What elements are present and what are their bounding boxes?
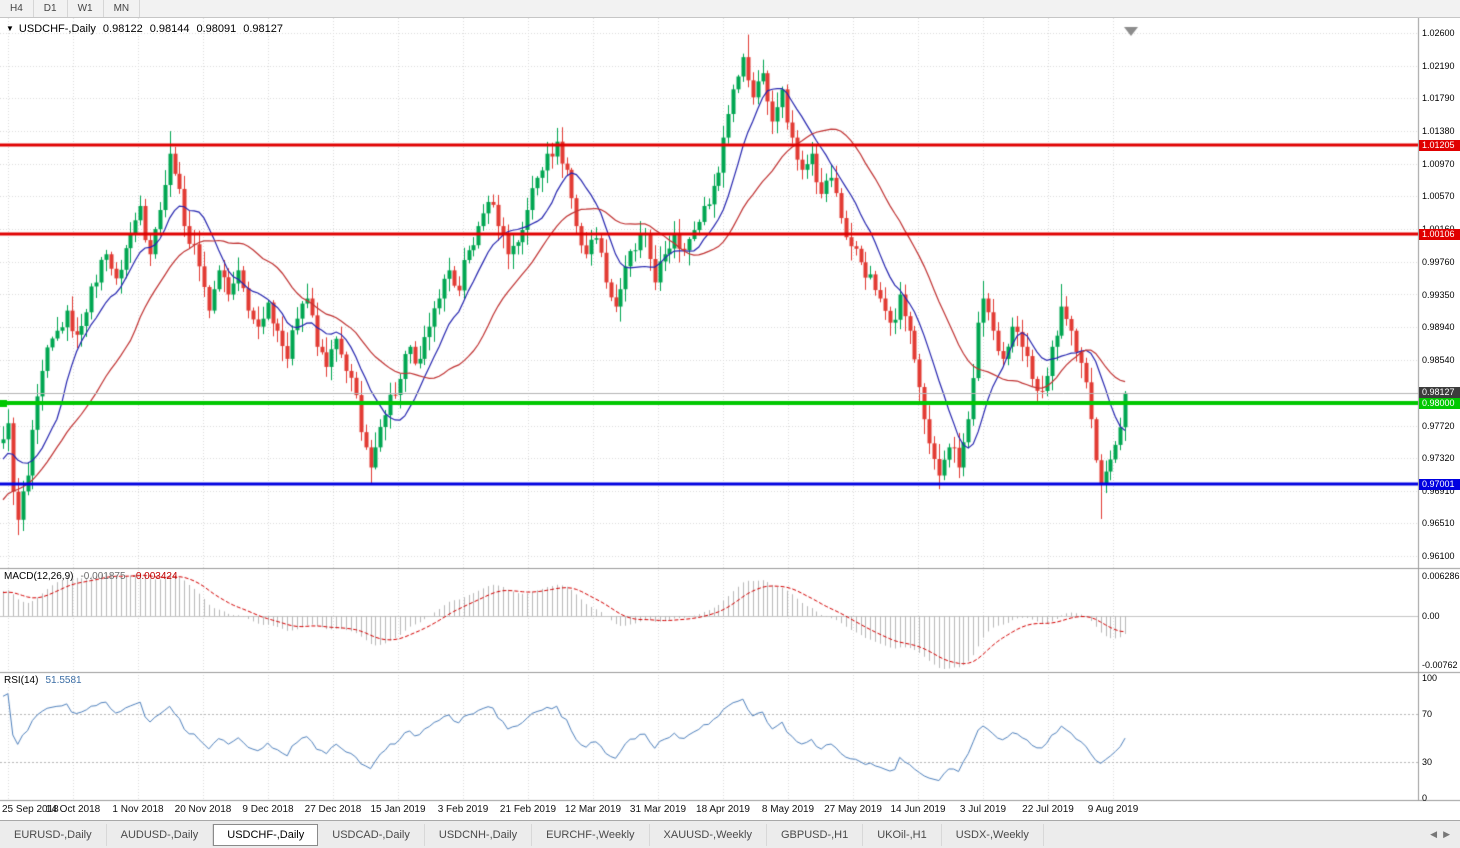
- tab-eurchf-weekly[interactable]: EURCHF-,Weekly: [532, 823, 650, 846]
- tab-usdcad-daily[interactable]: USDCAD-,Daily: [318, 823, 425, 846]
- price-axis-label: 1.01380: [1422, 126, 1455, 137]
- ohlc-close: 0.98127: [243, 23, 283, 35]
- chart-title: ▼ USDCHF-,Daily 0.98122 0.98144 0.98091 0.981…: [6, 23, 283, 35]
- date-axis-label: 14 Jun 2019: [890, 804, 946, 815]
- macd-label: MACD(12,26,9): [4, 571, 74, 582]
- price-axis-label: 0.97320: [1422, 452, 1455, 463]
- macd-axis-label: -0.00762: [1422, 659, 1458, 670]
- date-axis-label: 3 Jul 2019: [959, 804, 1007, 815]
- date-axis-label: 22 Jul 2019: [1022, 804, 1074, 815]
- macd-axis-label: 0.006286: [1422, 570, 1460, 581]
- date-axis-label: 25 Sep 2018: [2, 804, 59, 815]
- chart-canvas[interactable]: [0, 18, 1460, 820]
- timeframe-button-w1[interactable]: W1: [68, 0, 104, 17]
- timeframe-button-h4[interactable]: H4: [0, 0, 34, 17]
- tab-ukoil-h1[interactable]: UKOil-,H1: [863, 823, 942, 846]
- rsi-axis-label: 30: [1422, 757, 1433, 767]
- date-axis-label: 12 Mar 2019: [564, 804, 622, 815]
- price-axis-label: 1.02600: [1422, 28, 1455, 38]
- price-axis-label: 0.98540: [1422, 354, 1455, 365]
- price-axis-label: 1.02190: [1422, 60, 1455, 71]
- date-axis-label: 27 May 2019: [824, 804, 882, 815]
- timeframe-buttons: H4 D1 W1 MN: [0, 0, 141, 17]
- macd-panel-title: MACD(12,26,9) -0.001875 -0.003424: [4, 571, 178, 582]
- tab-scroll-right-button[interactable]: ▶: [1443, 829, 1450, 839]
- tab-audusd-daily[interactable]: AUDUSD-,Daily: [107, 823, 214, 846]
- tab-scroll-left-button[interactable]: ◀: [1430, 829, 1438, 839]
- rsi-axis-label: 100: [1422, 673, 1438, 683]
- tab-gbpusd-h1[interactable]: GBPUSD-,H1: [767, 823, 864, 846]
- date-axis-label: 20 Nov 2018: [174, 804, 232, 815]
- ohlc-low: 0.98091: [196, 23, 237, 35]
- price-tag: 0.97001: [1419, 478, 1460, 490]
- chart-symbol-period: USDCHF-,Daily: [18, 23, 96, 35]
- price-axis-label: 0.96510: [1422, 518, 1455, 528]
- tab-usdcnh-daily[interactable]: USDCNH-,Daily: [425, 823, 533, 846]
- rsi-label: RSI(14): [4, 675, 39, 686]
- tab-eurusd-daily[interactable]: EURUSD-,Daily: [0, 823, 107, 846]
- chart-tab-bar: EURUSD-,Daily AUDUSD-,Daily USDCHF-,Daily U…: [0, 820, 1460, 848]
- price-axis-label: 0.99350: [1422, 289, 1455, 300]
- macd-axis-label: 0.00: [1422, 611, 1440, 621]
- price-tag: 0.98000: [1419, 398, 1460, 410]
- date-axis-label: 18 Apr 2019: [696, 804, 750, 815]
- rsi-axis-label: 0: [1422, 793, 1428, 803]
- price-axis-label: 0.98940: [1422, 322, 1455, 333]
- date-axis-label: 9 Aug 2019: [1087, 804, 1139, 815]
- date-axis-label: 27 Dec 2018: [304, 804, 362, 815]
- date-axis-label: 14 Oct 2018: [45, 804, 101, 815]
- price-tag: 1.01205: [1419, 140, 1460, 152]
- date-axis-label: 3 Feb 2019: [437, 804, 489, 815]
- tab-scroll-buttons: ◀ ▶: [1420, 829, 1460, 840]
- price-axis-label: 1.00970: [1422, 159, 1455, 170]
- tab-xauusd-weekly[interactable]: XAUUSD-,Weekly: [650, 823, 767, 846]
- current-price-tag: 0.98127: [1419, 386, 1460, 398]
- symbol-dropdown-icon[interactable]: ▼: [6, 24, 14, 33]
- timeframe-toolbar: H4 D1 W1 MN: [0, 0, 1460, 18]
- price-axis-label: 0.97720: [1422, 420, 1455, 431]
- date-axis-label: 8 May 2019: [761, 804, 815, 815]
- date-axis-label: 31 Mar 2019: [629, 804, 687, 815]
- tab-usdx-weekly[interactable]: USDX-,Weekly: [942, 823, 1044, 846]
- timeframe-button-d1[interactable]: D1: [34, 0, 68, 17]
- chart-window: ▼ USDCHF-,Daily 0.98122 0.98144 0.98091 0.981…: [0, 18, 1460, 820]
- macd-main-value: -0.001875: [80, 571, 126, 582]
- tab-usdchf-daily[interactable]: USDCHF-,Daily: [213, 823, 319, 846]
- ohlc-high: 0.98144: [149, 23, 190, 35]
- price-axis-label: 1.00570: [1422, 191, 1455, 202]
- price-axis-label: 1.01790: [1422, 93, 1455, 104]
- price-axis-label: 0.96100: [1422, 551, 1455, 561]
- rsi-axis-label: 70: [1422, 709, 1433, 719]
- date-axis-label: 9 Dec 2018: [242, 804, 294, 815]
- macd-signal-value: -0.003424: [132, 571, 178, 582]
- date-axis-label: 1 Nov 2018: [112, 804, 164, 815]
- rsi-value: 51.5581: [45, 675, 82, 686]
- date-axis-label: 15 Jan 2019: [370, 804, 426, 815]
- rsi-panel-title: RSI(14) 51.5581: [4, 675, 82, 686]
- ohlc-open: 0.98122: [102, 23, 143, 35]
- price-tag: 1.00106: [1419, 228, 1460, 240]
- price-axis-label: 0.96910: [1422, 485, 1455, 496]
- price-axis-label: 0.99760: [1422, 256, 1455, 267]
- date-axis-label: 21 Feb 2019: [499, 804, 557, 815]
- timeframe-button-mn[interactable]: MN: [104, 0, 141, 17]
